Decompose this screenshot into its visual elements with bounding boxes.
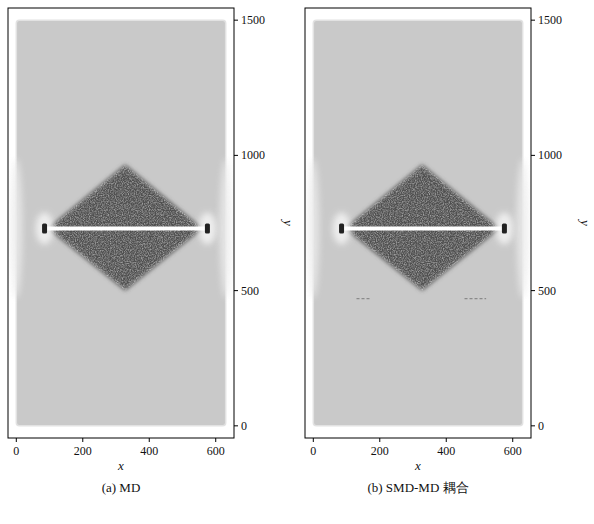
x-tick (446, 438, 447, 442)
crack-tip (502, 223, 507, 233)
x-tick-label: 400 (437, 444, 455, 458)
x-tick (82, 438, 83, 442)
x-tick-label: 600 (207, 444, 225, 458)
edge-relief (10, 158, 22, 298)
y-tick (234, 290, 238, 291)
y-tick (234, 155, 238, 156)
plot-background (305, 8, 531, 438)
y-tick (531, 290, 535, 291)
plate (16, 20, 225, 426)
crack (45, 226, 208, 230)
y-tick-label: 500 (538, 284, 556, 298)
crack (342, 226, 505, 230)
figure: 0 200 400 600 0 500 1000 1500 x y (a) MD 0 200 400 600… (0, 0, 594, 524)
y-tick-label: 0 (241, 419, 247, 433)
x-axis-label: x (414, 458, 421, 473)
edge-relief (517, 158, 529, 298)
x-tick-label: 400 (140, 444, 158, 458)
plot-frame (305, 8, 531, 438)
x-tick (512, 438, 513, 442)
x-tick (313, 438, 314, 442)
y-tick-label: 1000 (538, 148, 562, 162)
crack-tip (42, 223, 47, 233)
y-tick (531, 425, 535, 426)
crack-tip (339, 223, 344, 233)
y-axis-label: y (578, 218, 593, 226)
plot-area (305, 8, 531, 438)
x-axis-label: x (117, 458, 124, 473)
y-tick-label: 1500 (241, 13, 265, 27)
edge-relief (307, 158, 319, 298)
plot-frame (8, 8, 234, 438)
panel-title: (a) MD (102, 480, 141, 495)
edge-relief (220, 158, 232, 298)
x-tick-label: 200 (371, 444, 389, 458)
x-tick-label: 200 (74, 444, 92, 458)
x-tick (16, 438, 17, 442)
crack-tip (205, 223, 210, 233)
y-tick (531, 155, 535, 156)
y-tick (531, 20, 535, 21)
y-tick-label: 1500 (538, 13, 562, 27)
interface-mark (465, 298, 487, 299)
y-tick (234, 425, 238, 426)
y-tick-label: 1000 (241, 148, 265, 162)
x-tick (215, 438, 216, 442)
y-tick (234, 20, 238, 21)
x-tick (149, 438, 150, 442)
y-axis-label: y (281, 218, 296, 226)
x-tick-label: 600 (504, 444, 522, 458)
x-tick-label: 0 (13, 444, 19, 458)
panel-title: (b) SMD-MD 耦合 (367, 480, 468, 495)
x-tick-label: 0 (310, 444, 316, 458)
plate (313, 20, 522, 426)
y-tick-label: 0 (538, 419, 544, 433)
interface-mark (357, 298, 370, 299)
plot-background (8, 8, 234, 438)
x-tick (379, 438, 380, 442)
y-tick-label: 500 (241, 284, 259, 298)
plot-area (8, 8, 234, 438)
